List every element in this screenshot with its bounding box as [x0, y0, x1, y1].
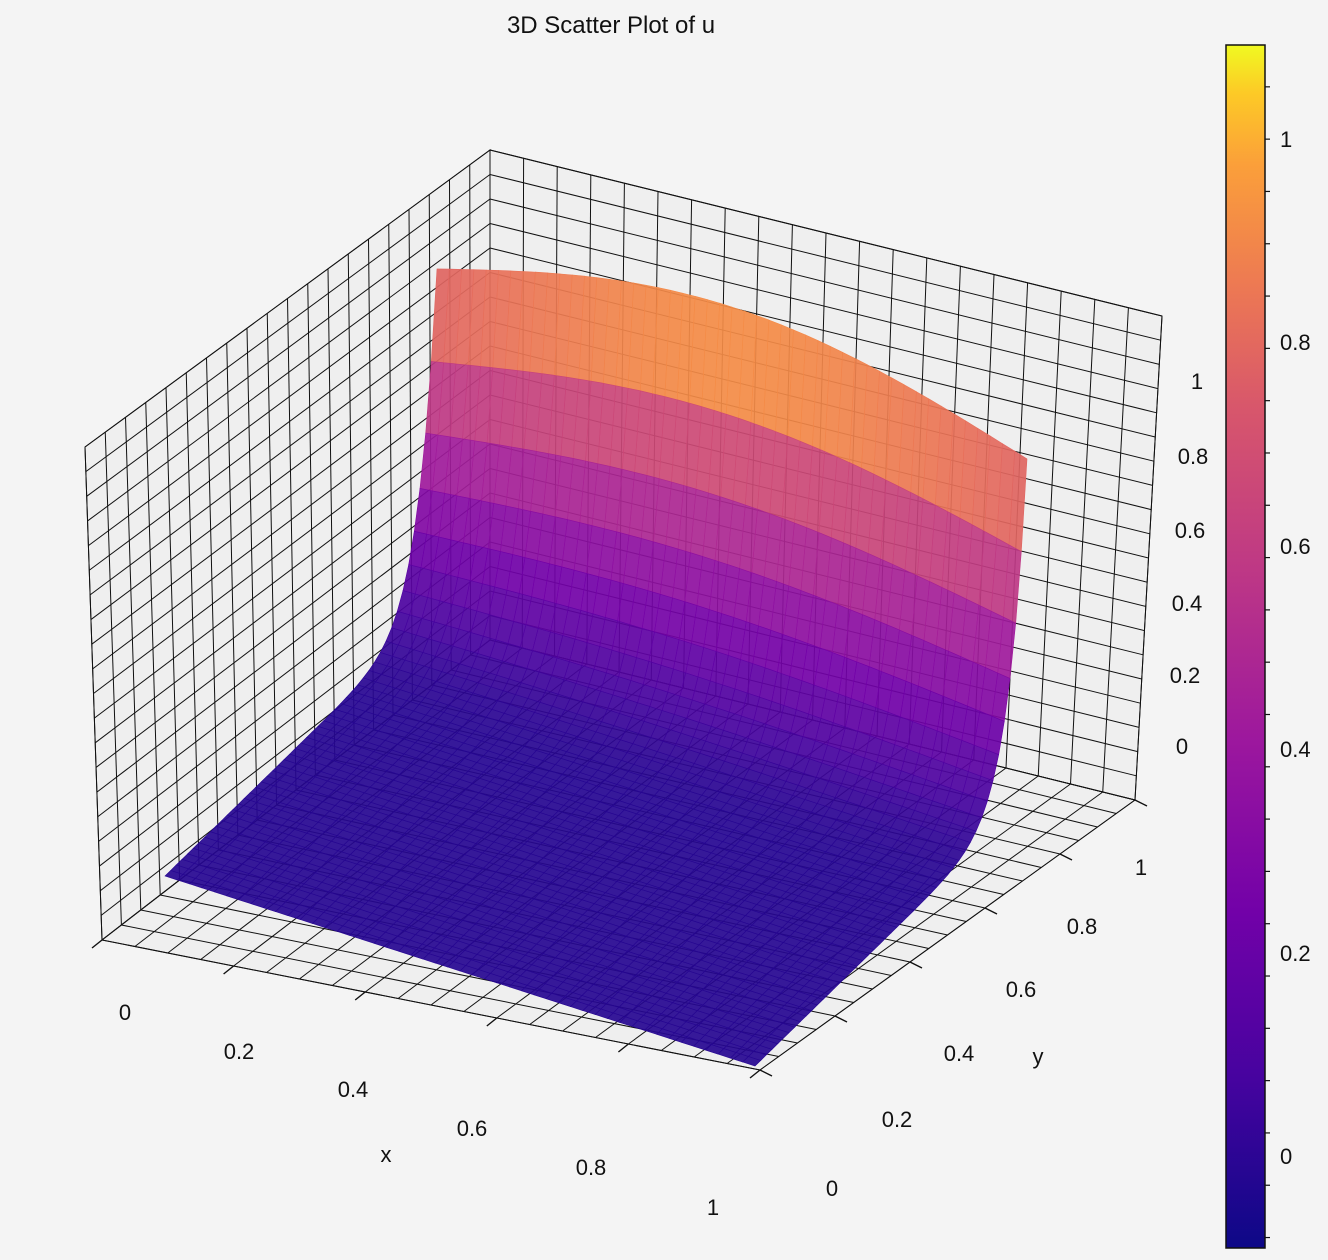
- z-tick-label: 0: [1176, 734, 1188, 759]
- y-tick-mark: [1134, 799, 1148, 807]
- grid-line: [84, 149, 491, 448]
- grid-line: [489, 174, 1161, 341]
- y-axis-tick-labels: 0 0.2 0.4 0.6 0.8 1: [826, 855, 1147, 1201]
- colorbar-tick-label: 0: [1280, 1144, 1292, 1169]
- surface-cell: [742, 1056, 762, 1067]
- y-tick-label: 0.6: [1006, 977, 1037, 1002]
- x-tick-label: 0.6: [457, 1116, 488, 1141]
- x-tick-mark: [223, 965, 235, 975]
- y-tick-mark: [1059, 853, 1073, 861]
- z-tick-label: 0.2: [1170, 663, 1201, 688]
- x-tick-mark: [749, 1069, 761, 1079]
- x-tick-label: 0.2: [224, 1039, 255, 1064]
- grid-line: [89, 296, 491, 596]
- grid-line: [87, 223, 491, 522]
- x-tick-mark: [617, 1043, 629, 1053]
- scatter-surface: [164, 268, 1028, 1067]
- z-axis-tick-labels: 0 0.2 0.4 0.6 0.8 1: [1170, 369, 1209, 759]
- colorbar-tick-label: 0.6: [1280, 534, 1311, 559]
- y-tick-label: 0: [826, 1176, 838, 1201]
- x-tick-label: 0: [119, 1000, 131, 1025]
- grid-line: [92, 370, 491, 670]
- colorbar-tick-marks: [1265, 86, 1270, 1239]
- axis-tick-marks: [91, 799, 1148, 1079]
- x-tick-label: 0.4: [338, 1077, 369, 1102]
- x-tick-label: 0.8: [576, 1155, 607, 1180]
- z-tick-label: 0.4: [1172, 591, 1203, 616]
- y-tick-label: 1: [1135, 855, 1147, 880]
- colorbar-gradient: [1225, 44, 1266, 1249]
- colorbar-tick-label: 0.8: [1280, 330, 1311, 355]
- y-tick-mark: [984, 907, 998, 915]
- colorbar-tick-label: 0.2: [1280, 941, 1311, 966]
- y-tick-label: 0.4: [944, 1041, 975, 1066]
- y-tick-label: 0.8: [1067, 914, 1098, 939]
- grid-line: [85, 174, 491, 473]
- grid-line: [489, 223, 1159, 390]
- x-tick-mark: [354, 991, 366, 1001]
- x-axis-label: x: [381, 1142, 392, 1167]
- x-axis-tick-labels: 0 0.2 0.4 0.6 0.8 1: [119, 1000, 719, 1220]
- x-tick-mark: [486, 1017, 498, 1027]
- grid-line: [759, 799, 1136, 1071]
- y-tick-mark: [909, 961, 923, 969]
- x-tick-mark: [91, 939, 103, 949]
- colorbar-tick-label: 0.4: [1280, 737, 1311, 762]
- x-tick-label: 1: [707, 1195, 719, 1220]
- grid-line: [88, 247, 491, 547]
- y-tick-label: 0.2: [882, 1107, 913, 1132]
- grid-line: [88, 272, 491, 571]
- colorbar-tick-label: 1: [1280, 127, 1292, 152]
- grid-line: [91, 345, 491, 645]
- colorbar: 0 0.2 0.4 0.6 0.8 1: [1225, 44, 1311, 1249]
- z-tick-label: 1: [1191, 369, 1203, 394]
- grid-line: [489, 247, 1157, 414]
- grid-line: [90, 321, 491, 620]
- y-tick-mark: [834, 1015, 848, 1023]
- z-tick-label: 0.6: [1175, 518, 1206, 543]
- y-tick-mark: [759, 1069, 773, 1077]
- grid-line: [489, 149, 1163, 317]
- grid-line: [86, 198, 491, 497]
- grid-line: [93, 394, 491, 694]
- y-axis-label: y: [1033, 1044, 1044, 1069]
- chart-title: 3D Scatter Plot of u: [507, 12, 715, 39]
- grid-line: [489, 198, 1160, 365]
- z-tick-label: 0.8: [1178, 444, 1209, 469]
